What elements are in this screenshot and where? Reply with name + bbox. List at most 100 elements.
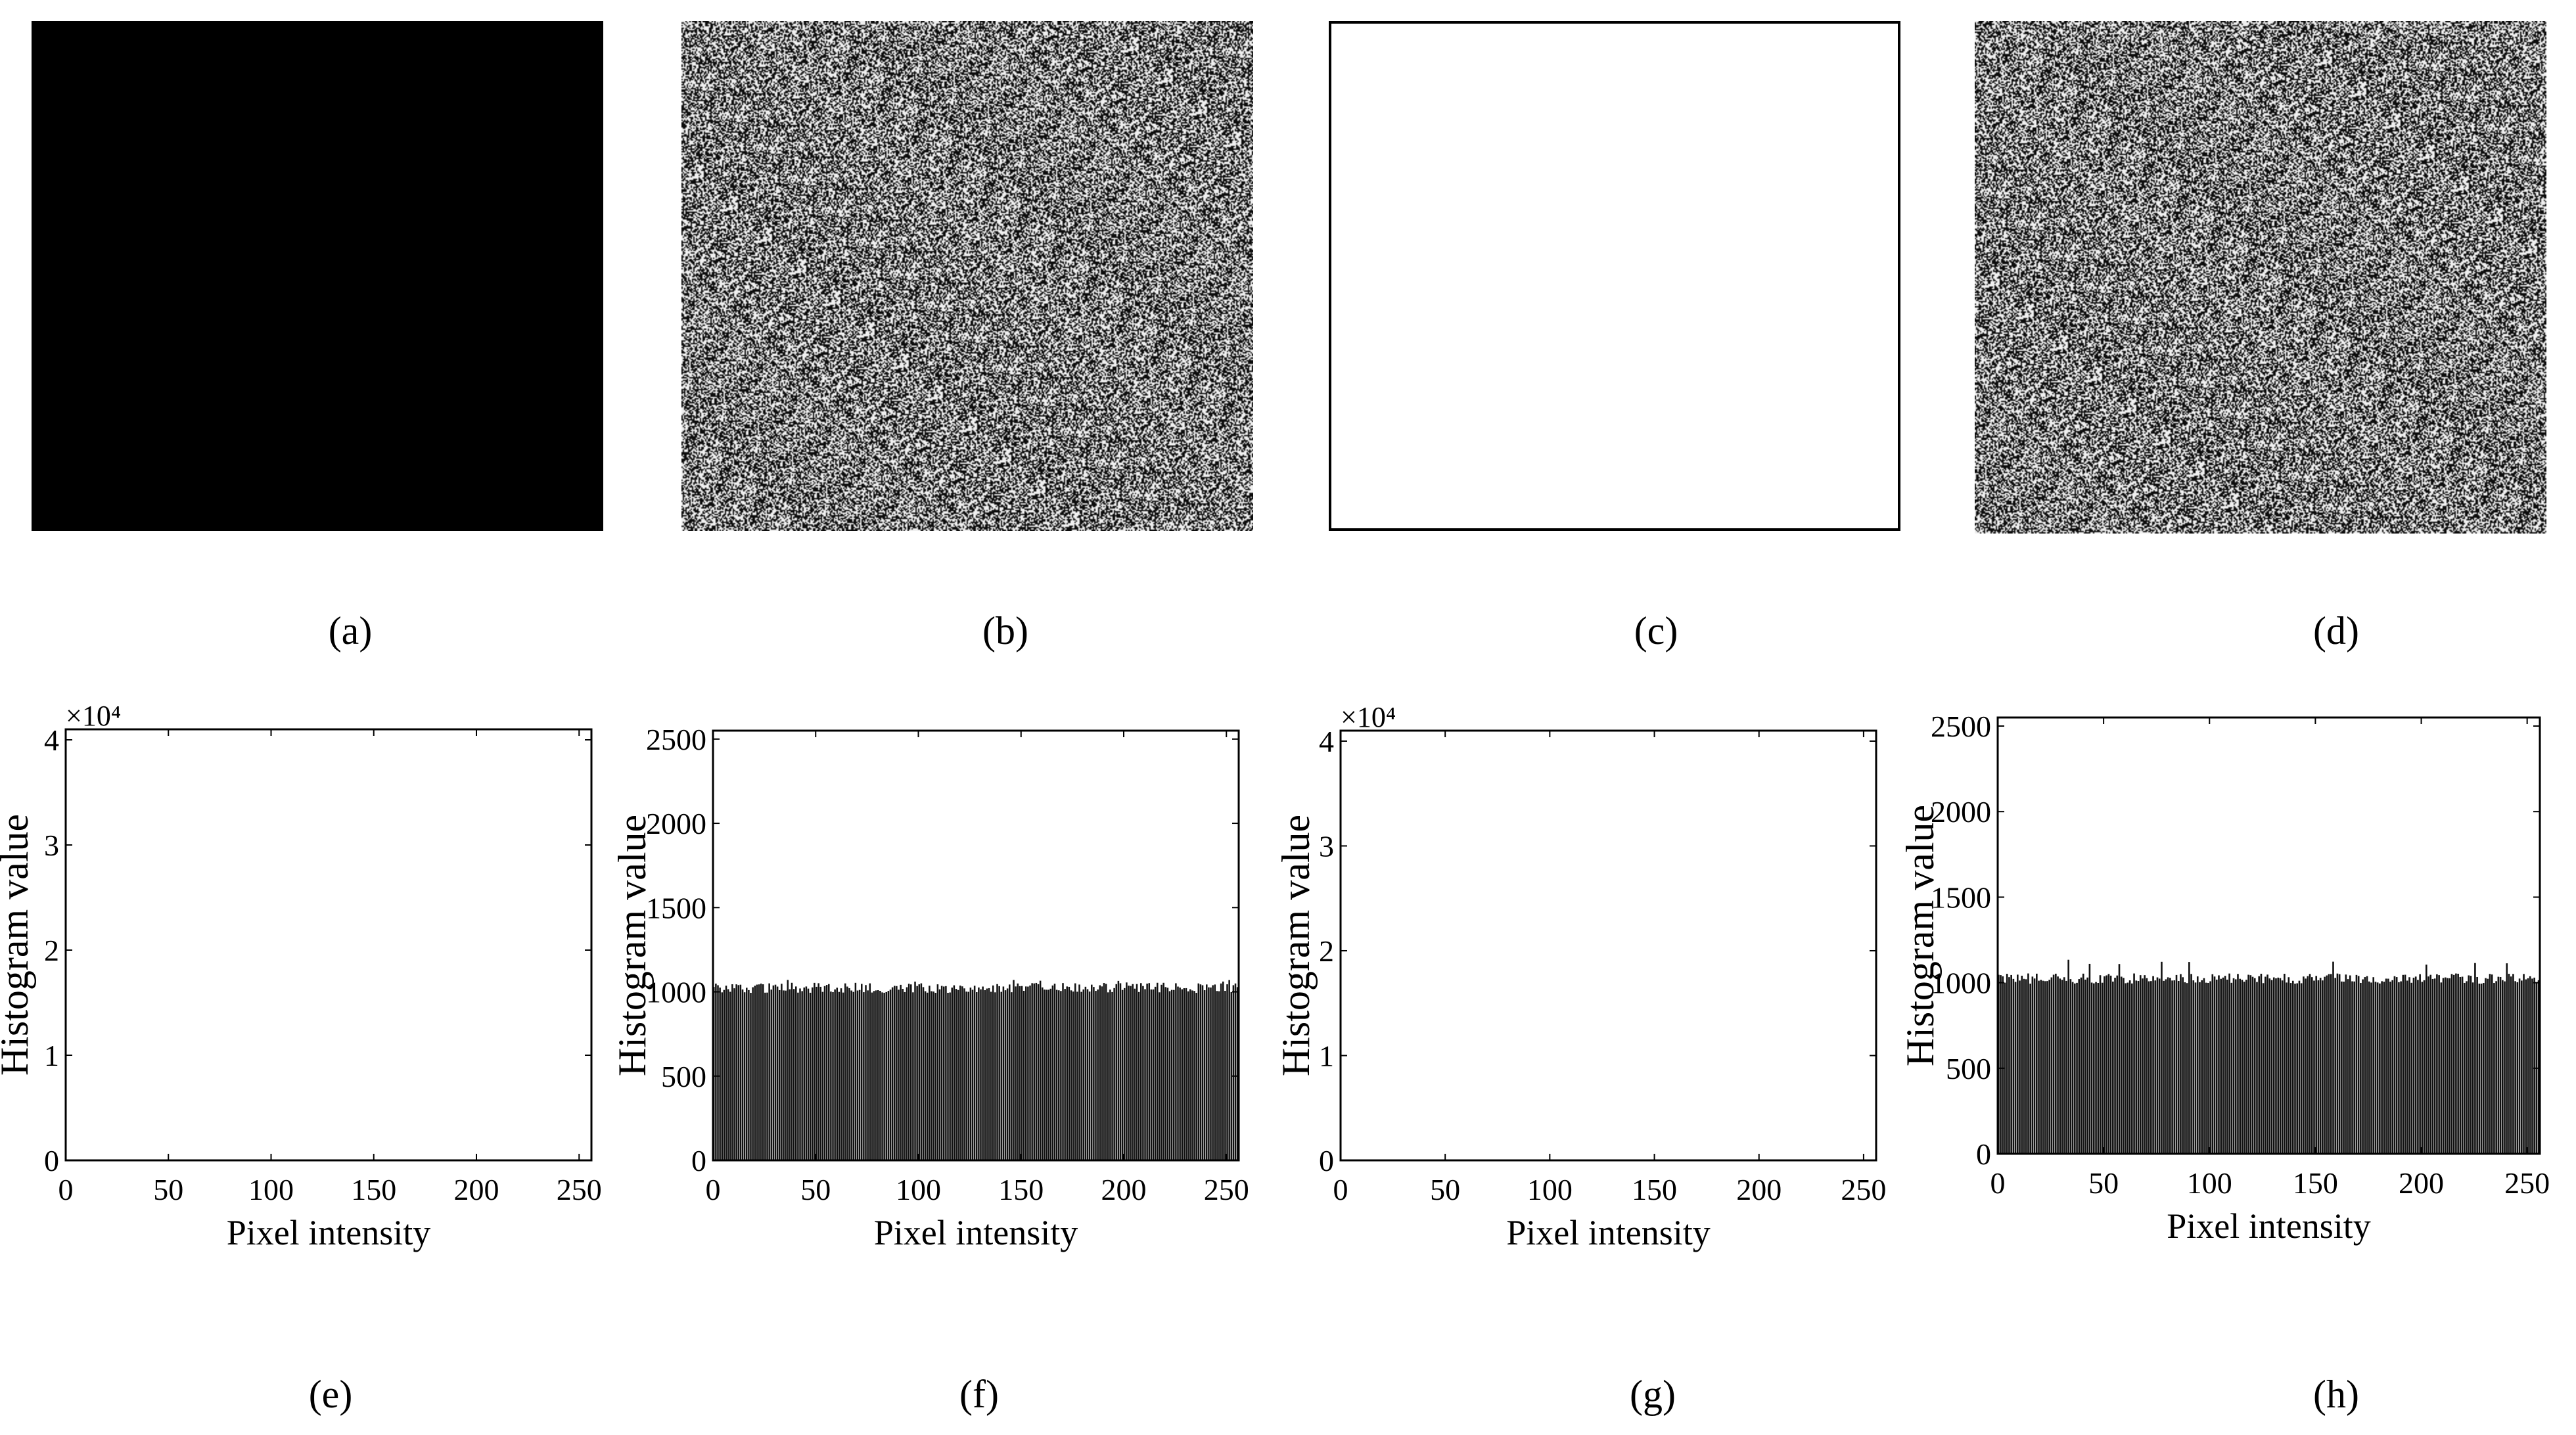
histogram-bar: [2165, 979, 2167, 1154]
histogram-bar: [2272, 977, 2275, 1154]
histogram-bar: [772, 985, 775, 1160]
histogram-bar: [787, 980, 789, 1160]
histogram-bar: [844, 983, 846, 1160]
histogram-bar: [1058, 990, 1060, 1160]
x-axis-label: Pixel intensity: [874, 1213, 1078, 1252]
histogram-bar: [743, 992, 746, 1160]
x-tick-label: 200: [454, 1173, 499, 1206]
histogram-bar: [2431, 978, 2434, 1154]
histogram-bar: [2489, 974, 2491, 1154]
histogram-bar: [830, 991, 832, 1160]
histogram-bar: [1099, 985, 1101, 1160]
histogram-bar: [1037, 984, 1040, 1160]
histogram-bar: [2230, 982, 2233, 1154]
histogram-bar: [821, 991, 824, 1160]
chart-f: 0 50 100 150 200 250 0 500 1000 1500 2000 2500 Pixel…: [610, 690, 1268, 1294]
histogram-bar: [2332, 961, 2334, 1154]
histogram-bar: [715, 983, 717, 1160]
histogram-bar: [2495, 981, 2497, 1154]
caption-d: (d): [2313, 609, 2359, 652]
histogram-bar: [2226, 979, 2228, 1154]
histogram-bar: [2063, 977, 2065, 1154]
histogram-bar: [2466, 981, 2468, 1154]
histogram-bar: [2307, 976, 2309, 1154]
histogram-bar: [2010, 974, 2012, 1154]
histogram-bar: [2455, 973, 2457, 1154]
histogram-bar: [2449, 978, 2451, 1154]
histogram-bar: [2347, 979, 2349, 1154]
chart-g-svg: 0 50 100 150 200 250 0 1 2 3 4×10⁴ Pixel intensity H…: [1274, 701, 1886, 1252]
histogram-bar: [2328, 974, 2330, 1154]
histogram-bar: [2123, 978, 2125, 1154]
histogram-bar: [805, 986, 808, 1160]
histogram-bar: [927, 992, 929, 1160]
histogram-bar: [2518, 978, 2521, 1154]
histogram-bar: [789, 989, 791, 1160]
histogram-bar: [2042, 980, 2044, 1154]
histogram-bar: [1142, 986, 1144, 1160]
histogram-bar: [828, 984, 830, 1160]
histogram-bar: [2071, 982, 2074, 1154]
x-axis-label: Pixel intensity: [227, 1213, 431, 1252]
histogram-bar: [2478, 983, 2481, 1154]
histogram-bar: [1047, 990, 1049, 1160]
histogram-bar: [2082, 973, 2084, 1154]
histogram-bar: [816, 986, 817, 1160]
histogram-bar: [1191, 990, 1193, 1160]
histogram-bar: [2114, 978, 2116, 1154]
histogram-bar: [1055, 990, 1058, 1160]
y-tick-label: 4: [44, 723, 59, 757]
y-axis-label: Histogram value: [1898, 805, 1942, 1066]
histogram-bar: [836, 988, 839, 1160]
histogram-bar: [2387, 978, 2389, 1154]
histogram-bar: [1105, 984, 1107, 1160]
histogram-bar: [2099, 975, 2102, 1154]
histogram-bar: [2139, 975, 2142, 1154]
x-tick-label: 150: [1632, 1173, 1677, 1206]
histogram-bar: [2027, 973, 2029, 1154]
histogram-bar: [2253, 978, 2256, 1154]
histogram-bar: [2120, 976, 2123, 1154]
histogram-bar: [2514, 981, 2516, 1154]
histogram-bar: [2067, 959, 2069, 1154]
histogram-bar: [817, 983, 819, 1160]
histogram-bar: [2169, 978, 2171, 1154]
histogram-bar: [2199, 982, 2201, 1154]
histogram-bar: [2104, 976, 2105, 1154]
histogram-bar: [1025, 986, 1027, 1160]
histogram-bar: [746, 988, 748, 1160]
histogram-bar: [1095, 991, 1097, 1160]
caption-c: (c): [1634, 609, 1678, 652]
histogram-bar: [980, 989, 982, 1160]
histogram-bar: [848, 988, 850, 1160]
x-tick-label: 0: [1333, 1173, 1348, 1206]
histogram-bar: [2516, 982, 2519, 1154]
histogram-bar: [2266, 974, 2268, 1154]
histogram-bar: [1060, 991, 1062, 1160]
histogram-bar: [1214, 984, 1216, 1160]
histogram-bar: [2404, 974, 2406, 1154]
histogram-bar: [1015, 986, 1017, 1160]
histogram-bar: [912, 992, 914, 1160]
histogram-bar: [807, 988, 810, 1160]
histogram-bar: [2196, 976, 2199, 1154]
histogram-bar: [2355, 974, 2358, 1154]
histogram-bar: [756, 984, 758, 1160]
histogram-bar: [779, 990, 781, 1160]
histogram-bar: [2203, 978, 2205, 1154]
histogram-bar: [2088, 963, 2091, 1154]
histogram-bar: [2186, 983, 2188, 1154]
histogram-bar: [1154, 986, 1157, 1160]
histogram-bar: [2048, 980, 2050, 1154]
histogram-bar: [2019, 980, 2021, 1154]
histogram-bar: [1157, 982, 1159, 1160]
histogram-bar: [2275, 978, 2277, 1154]
histogram-bar: [2429, 974, 2432, 1154]
histogram-bar: [963, 988, 965, 1160]
histogram-bar: [1017, 983, 1019, 1160]
histogram-bar: [2309, 974, 2311, 1154]
histogram-bar: [2251, 976, 2254, 1154]
histogram-bar: [2222, 977, 2224, 1154]
histogram-bar: [2180, 974, 2182, 1154]
histogram-bar: [766, 992, 768, 1160]
